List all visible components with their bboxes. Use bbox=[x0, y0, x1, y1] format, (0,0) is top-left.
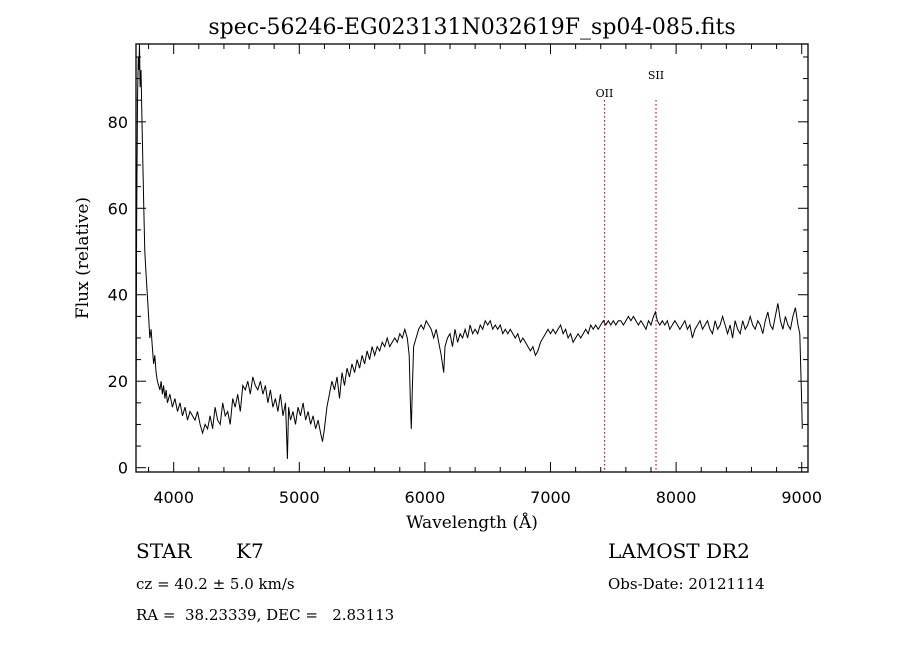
x-tick-label: 6000 bbox=[405, 488, 446, 507]
plot-frame bbox=[135, 43, 809, 473]
x-axis: 4000 5000 6000 7000 8000 9000 bbox=[148, 44, 822, 507]
y-tick-label: 40 bbox=[108, 286, 128, 305]
x-tick-label: 7000 bbox=[530, 488, 571, 507]
coordinates-label: RA = 38.23339, DEC = 2.83113 bbox=[136, 606, 394, 624]
emission-line-label: SII bbox=[648, 69, 664, 82]
chart-title: spec-56246-EG023131N032619F_sp04-085.fit… bbox=[208, 15, 735, 40]
redshift-label: cz = 40.2 ± 5.0 km/s bbox=[136, 575, 295, 593]
y-tick-label: 60 bbox=[108, 199, 128, 218]
emission-line-label: OII bbox=[596, 87, 614, 100]
obs-date-label: Obs-Date: 20121114 bbox=[608, 575, 765, 593]
y-axis: 0 20 40 60 80 bbox=[108, 56, 808, 478]
x-tick-label: 4000 bbox=[153, 488, 194, 507]
y-axis-label: Flux (relative) bbox=[73, 197, 93, 319]
class-label: STAR bbox=[136, 539, 192, 563]
x-tick-label: 8000 bbox=[656, 488, 697, 507]
subclass-label: K7 bbox=[236, 539, 264, 563]
survey-label: LAMOST DR2 bbox=[608, 539, 750, 563]
x-tick-label: 5000 bbox=[279, 488, 320, 507]
x-axis-label: Wavelength (Å) bbox=[406, 512, 538, 533]
spectrum-series-line bbox=[135, 43, 803, 460]
y-tick-label: 20 bbox=[108, 372, 128, 391]
x-tick-label: 9000 bbox=[781, 488, 822, 507]
y-tick-label: 0 bbox=[118, 459, 128, 478]
y-tick-label: 80 bbox=[108, 113, 128, 132]
emission-lines: OII SII bbox=[596, 69, 664, 472]
